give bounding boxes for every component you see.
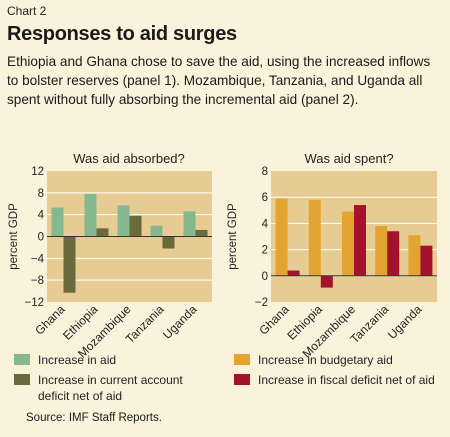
y-tick-label: −4 xyxy=(31,253,45,265)
panel-title-1: Was aid absorbed? xyxy=(73,151,185,166)
y-tick-label: 8 xyxy=(262,166,268,178)
legend-swatch-2-2 xyxy=(234,374,250,385)
y-axis-label-1: percent GDP xyxy=(8,203,20,270)
legend-swatch-2-1 xyxy=(234,354,250,365)
bar-tanzania-series-1 xyxy=(150,225,163,237)
y-tick-label: 2 xyxy=(262,245,268,257)
bar-mozambique-series-1 xyxy=(342,211,354,276)
legend-swatch-1-2 xyxy=(14,374,30,385)
y-tick-label: 0 xyxy=(38,232,44,244)
y-tick-label: −2 xyxy=(255,297,268,309)
bar-mozambique-series-2 xyxy=(129,215,142,237)
legend-label-2-1: Increase in budgetary aid xyxy=(258,353,393,367)
bar-uganda-series-2 xyxy=(195,229,208,237)
bar-mozambique-series-1 xyxy=(117,205,130,237)
bar-mozambique-series-2 xyxy=(354,205,366,276)
chart-subtitle: Ethiopia and Ghana chose to save the aid… xyxy=(7,54,431,107)
bar-uganda-series-1 xyxy=(408,235,421,276)
y-tick-label: 4 xyxy=(38,210,45,222)
y-tick-label: 4 xyxy=(262,218,269,230)
legend-label-1-2: Increase in current account deficit net o… xyxy=(38,373,183,403)
bar-ghana-series-2 xyxy=(287,270,300,276)
source-note: Source: IMF Staff Reports. xyxy=(26,412,162,424)
legend-label-1-1: Increase in aid xyxy=(38,353,116,367)
panel-title-2: Was aid spent? xyxy=(304,151,393,166)
y-tick-label: 0 xyxy=(262,271,268,283)
bar-tanzania-series-2 xyxy=(387,231,400,276)
x-tick-label-uganda: Uganda xyxy=(385,302,425,342)
y-tick-label: 12 xyxy=(31,166,44,178)
bar-uganda-series-1 xyxy=(183,211,196,237)
y-tick-label: −8 xyxy=(31,275,44,287)
bar-ghana-series-2 xyxy=(63,236,76,293)
bar-uganda-series-2 xyxy=(420,245,433,276)
bar-ethiopia-series-1 xyxy=(84,193,97,237)
y-axis-label-2: percent GDP xyxy=(227,203,239,270)
chart-title: Responses to aid surges xyxy=(7,23,237,45)
y-tick-label: 6 xyxy=(262,192,268,204)
chart-kicker: Chart 2 xyxy=(7,4,47,18)
bar-ethiopia-series-2 xyxy=(320,275,333,288)
bar-ghana-series-1 xyxy=(51,207,64,237)
x-tick-label-uganda: Uganda xyxy=(160,302,200,342)
legend-swatch-1-1 xyxy=(14,354,30,365)
bar-ghana-series-1 xyxy=(275,198,288,276)
bar-tanzania-series-2 xyxy=(162,236,175,249)
bar-ethiopia-series-1 xyxy=(308,199,321,276)
legend-label-2-2: Increase in fiscal deficit net of aid xyxy=(258,373,435,387)
y-tick-label: 8 xyxy=(38,188,44,200)
y-tick-label: −12 xyxy=(24,297,44,309)
bar-tanzania-series-1 xyxy=(375,226,388,276)
bar-ethiopia-series-2 xyxy=(96,228,109,237)
